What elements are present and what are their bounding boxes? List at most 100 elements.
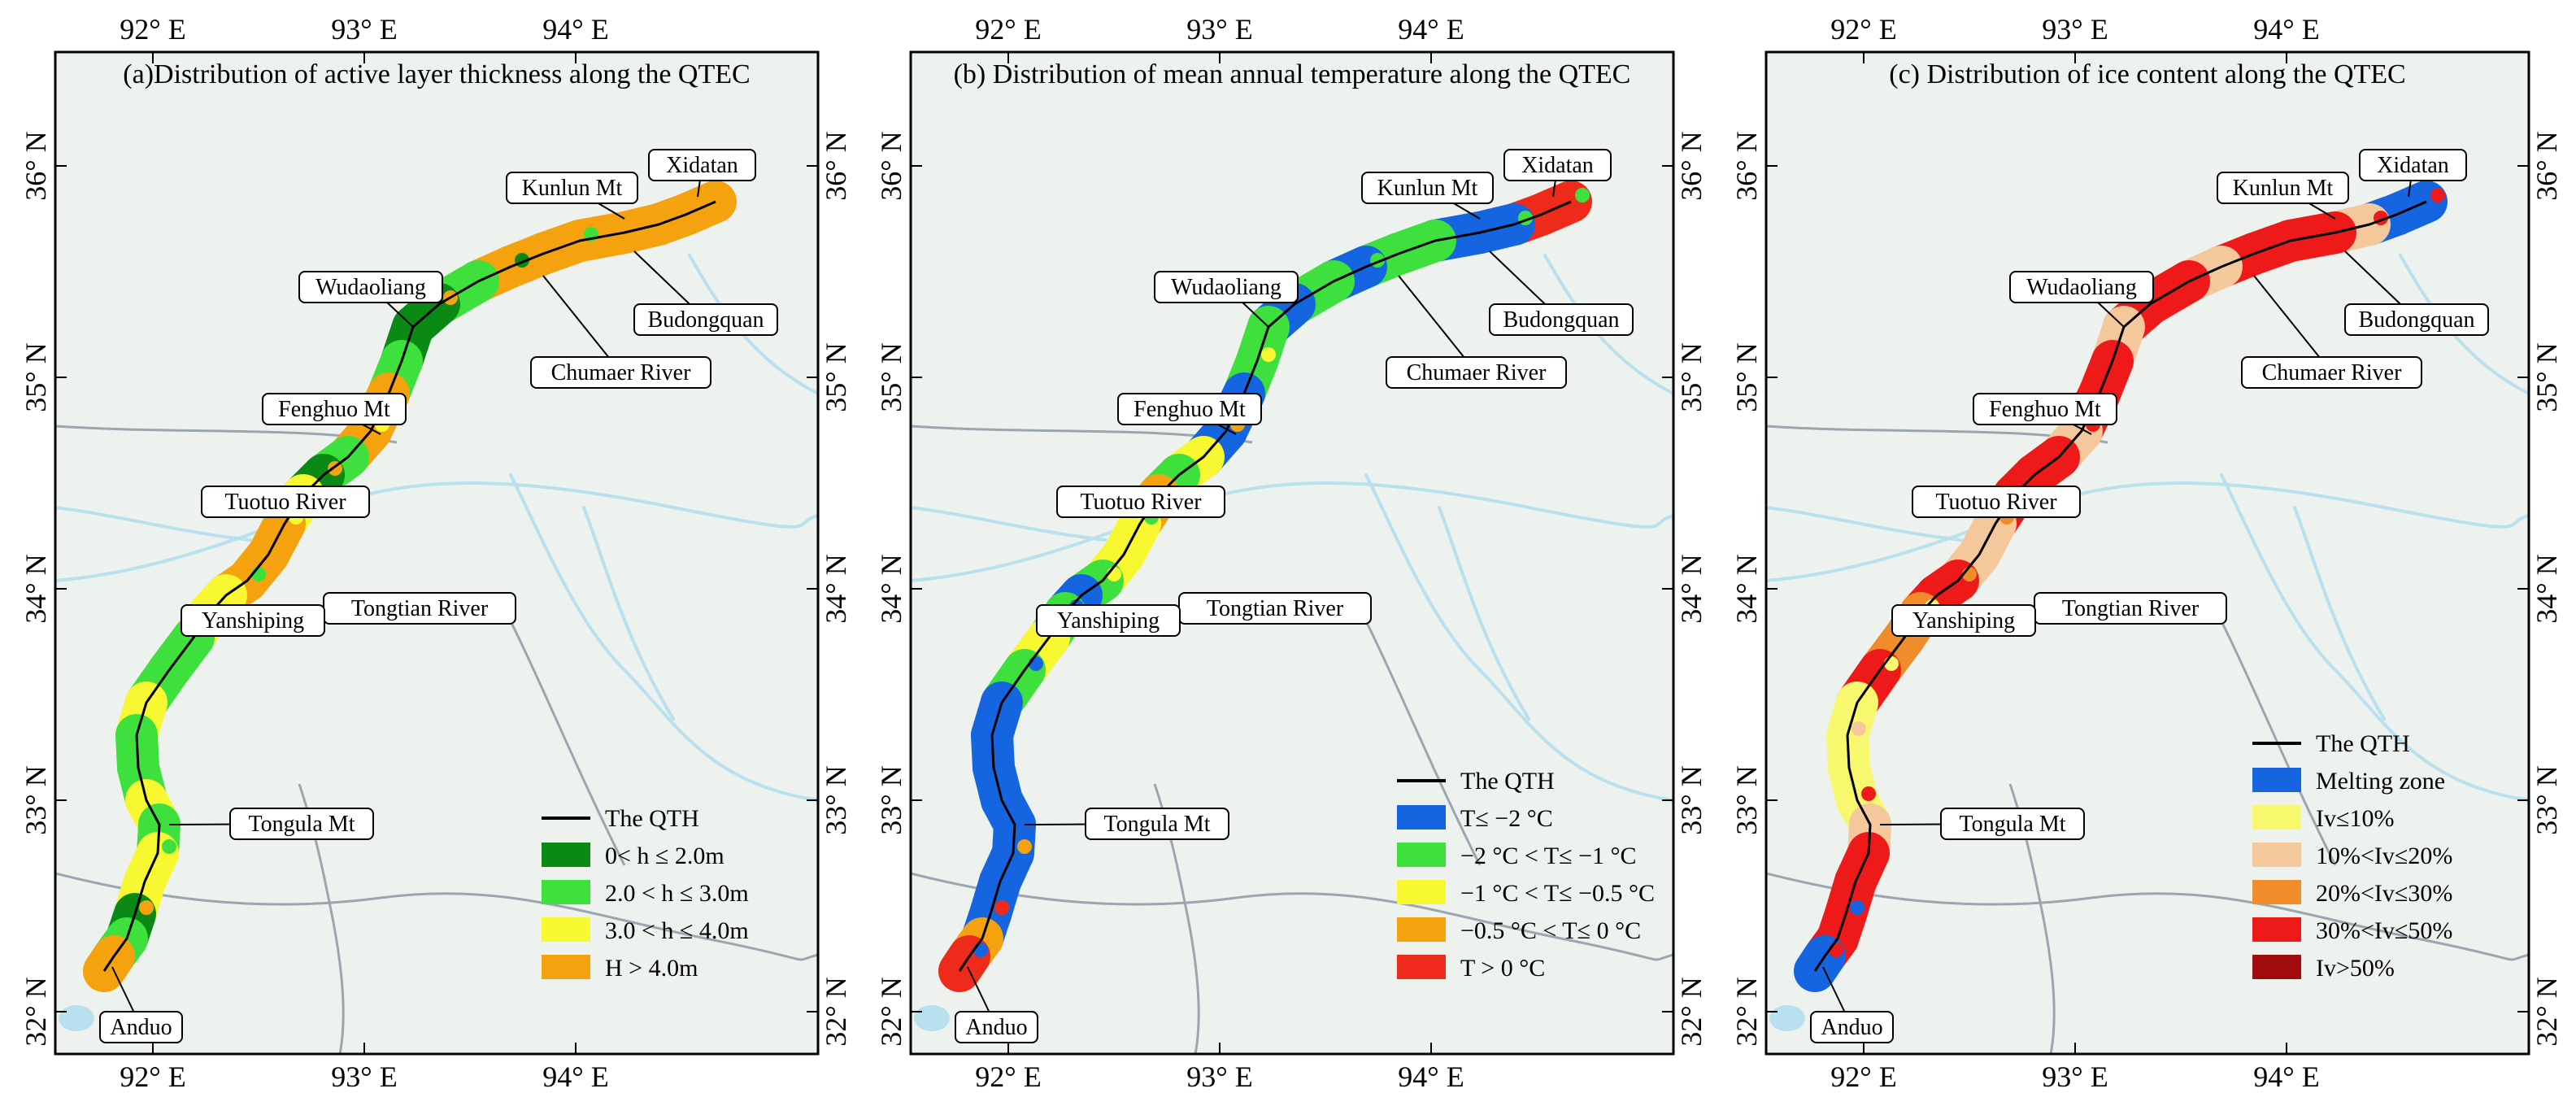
- lat-label-left: 35° N: [1730, 342, 1763, 412]
- legend-swatch: [542, 880, 590, 904]
- lat-label-right: 34° N: [820, 554, 852, 623]
- place-name: Wudaoliang: [315, 275, 426, 300]
- corridor-speckle: [1850, 900, 1865, 915]
- legend-swatch: [1397, 955, 1446, 979]
- map-frame: [54, 50, 820, 1056]
- lon-label-bottom: 94° E: [542, 1060, 608, 1093]
- legend: The QTH T≤ −2 °C −2 °C < T≤ −1 °C −1 °C < T…: [1397, 768, 1655, 982]
- corridor-speckle: [1861, 786, 1876, 801]
- lat-label-left: 33° N: [875, 765, 907, 834]
- legend-label: T≤ −2 °C: [1460, 805, 1553, 832]
- boundary-line: [2220, 621, 2337, 866]
- river-line: [509, 473, 818, 802]
- lake: [914, 1005, 950, 1031]
- corridor-speckle: [2117, 347, 2131, 362]
- lat-label-left: 32° N: [875, 977, 907, 1046]
- place-name: Fenghuo Mt: [1134, 397, 1246, 422]
- legend-swatch: [542, 917, 590, 942]
- place-name: Kunlun Mt: [522, 176, 623, 201]
- corridor-speckle: [1575, 188, 1590, 202]
- lon-label-bottom: 92° E: [975, 1060, 1041, 1093]
- corridor-speckle: [720, 188, 734, 202]
- lat-label-right: 33° N: [820, 765, 852, 834]
- legend-swatch: [2252, 917, 2301, 942]
- place-label: Wudaoliang: [1154, 271, 1299, 328]
- lat-label-left: 36° N: [20, 131, 52, 200]
- lat-label-right: 33° N: [1675, 765, 1708, 834]
- place-name: Budongquan: [647, 307, 764, 333]
- lon-label-top: 94° E: [2253, 13, 2319, 46]
- place-label: Budongquan: [1489, 250, 1634, 336]
- corridor-speckle: [996, 721, 1011, 736]
- corridor-speckle: [162, 839, 176, 854]
- legend-label: The QTH: [2316, 730, 2410, 757]
- lon-label-top: 93° E: [331, 13, 397, 46]
- place-name: Yanshiping: [202, 608, 304, 634]
- legend-swatch: [2252, 880, 2301, 904]
- map-frame: [1764, 50, 2530, 1056]
- panel-title: (a)Distribution of active layer thicknes…: [123, 59, 750, 89]
- legend-swatch: [1397, 880, 1446, 904]
- river-line: [55, 481, 818, 582]
- place-name: Wudaoliang: [1171, 275, 1281, 300]
- place-name: Tongula Mt: [1959, 812, 2065, 837]
- place-name: Budongquan: [2358, 307, 2474, 333]
- place-name: Chumaer River: [2262, 360, 2403, 385]
- place-name: Chumaer River: [1407, 360, 1547, 385]
- legend-label: 2.0 < h ≤ 3.0m: [605, 880, 749, 907]
- lat-label-left: 36° N: [1730, 131, 1763, 200]
- lat-label-left: 36° N: [875, 131, 907, 200]
- lat-label-right: 32° N: [820, 977, 852, 1046]
- boundary-line: [509, 621, 626, 866]
- corridor-speckle: [1017, 839, 1032, 854]
- lon-label-top: 93° E: [1186, 13, 1252, 46]
- lat-label-left: 35° N: [875, 342, 907, 412]
- river-line: [1438, 506, 1530, 721]
- legend-swatch: [1397, 917, 1446, 942]
- map-panel-b: Xidatan Kunlun Mt Budongquan Chumaer River W…: [875, 13, 1708, 1093]
- place-name: Budongquan: [1503, 307, 1619, 333]
- map-panel-a: Xidatan Kunlun Mt Budongquan Chumaer River W…: [20, 13, 852, 1093]
- lat-label-right: 35° N: [820, 342, 852, 412]
- legend-swatch: [1397, 805, 1446, 830]
- legend-swatch: [2252, 768, 2301, 792]
- place-label: Kunlun Mt: [1361, 172, 1494, 220]
- place-name: Tongtian River: [351, 596, 489, 621]
- lake: [59, 1005, 94, 1031]
- place-label: Fenghuo Mt: [262, 393, 407, 435]
- lat-label-left: 34° N: [20, 554, 52, 623]
- place-label: Budongquan: [633, 250, 778, 336]
- river-line: [2220, 473, 2529, 802]
- lon-label-top: 92° E: [1830, 13, 1896, 46]
- lon-label-bottom: 94° E: [2253, 1060, 2319, 1093]
- lon-label-bottom: 92° E: [120, 1060, 185, 1093]
- place-name: Yanshiping: [1912, 608, 2015, 634]
- place-name: Kunlun Mt: [1377, 176, 1478, 201]
- lat-label-right: 32° N: [2530, 977, 2563, 1046]
- map-panel-c: Xidatan Kunlun Mt Budongquan Chumaer River W…: [1730, 13, 2563, 1093]
- map-background: [911, 52, 1673, 1054]
- lat-label-left: 32° N: [20, 977, 52, 1046]
- corridor-speckle: [1873, 839, 1887, 854]
- place-label: Fenghuo Mt: [1973, 393, 2117, 435]
- lon-label-bottom: 94° E: [1398, 1060, 1464, 1093]
- lat-label-right: 35° N: [1675, 342, 1708, 412]
- lat-label-left: 33° N: [20, 765, 52, 834]
- place-label: Fenghuo Mt: [1117, 393, 1262, 435]
- river-line: [1766, 506, 1963, 542]
- place-name: Tongula Mt: [248, 812, 355, 837]
- panel-title: (c) Distribution of ice content along th…: [1889, 59, 2405, 89]
- legend-swatch: [2252, 843, 2301, 867]
- legend-label: Melting zone: [2316, 768, 2445, 795]
- place-label: Chumaer River: [1386, 275, 1567, 389]
- place-label: Xidatan: [648, 149, 756, 198]
- river-line: [1766, 481, 2529, 582]
- river-line: [55, 506, 252, 542]
- boundary-line: [1766, 872, 2529, 961]
- place-name: Anduo: [110, 1015, 172, 1040]
- legend: The QTH Melting zone Iv≤10% 10%<Iv≤20% 20%<I…: [2252, 730, 2452, 982]
- lake: [1769, 1005, 1805, 1031]
- lat-label-left: 34° N: [1730, 554, 1763, 623]
- legend-label: −1 °C < T≤ −0.5 °C: [1460, 880, 1655, 907]
- legend-swatch: [1397, 843, 1446, 867]
